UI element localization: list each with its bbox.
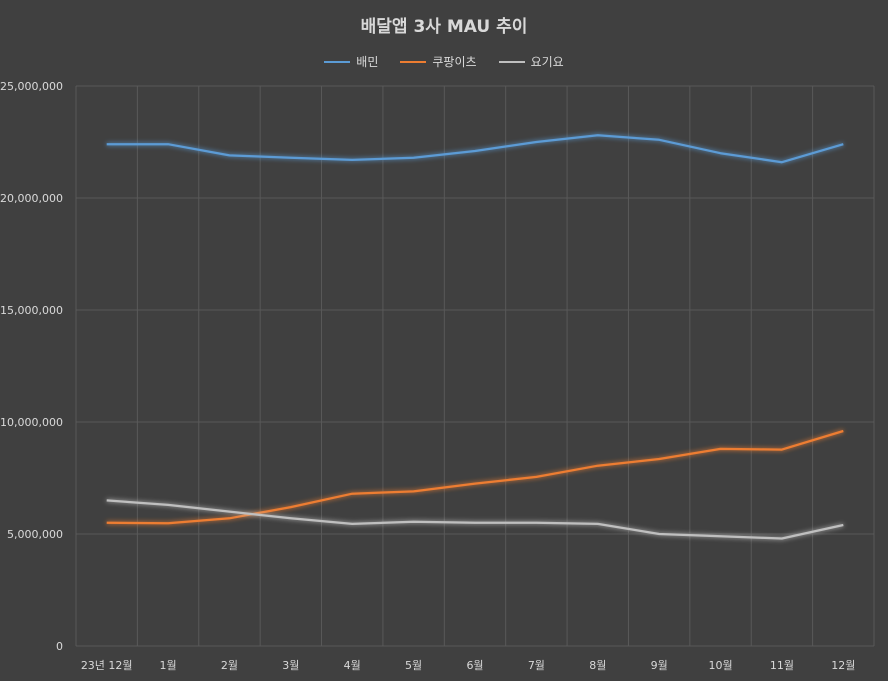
series-line-1	[106, 429, 844, 525]
y-tick-label: 5,000,000	[7, 528, 63, 541]
gridlines	[75, 85, 875, 647]
x-tick-label: 12월	[831, 659, 855, 672]
y-axis-ticks: 0 5,000,000 10,000,000 15,000,000 20,000,000…	[0, 80, 63, 653]
x-tick-label: 8월	[589, 659, 606, 672]
y-tick-label: 15,000,000	[0, 304, 63, 317]
legend-swatch-baemin	[324, 60, 351, 63]
x-tick-label: 5월	[405, 659, 422, 672]
x-tick-label: 10월	[708, 659, 732, 672]
legend-swatch-yogiyo	[498, 60, 525, 63]
legend-label-yogiyo: 요기요	[530, 55, 564, 69]
y-tick-label: 10,000,000	[0, 416, 63, 429]
y-tick-label: 0	[56, 640, 63, 653]
y-tick-label: 25,000,000	[0, 80, 63, 93]
legend-item-baemin: 배민	[324, 53, 378, 70]
x-tick-label: 11월	[770, 659, 794, 672]
x-tick-label: 3월	[282, 659, 299, 672]
legend: 배민 쿠팡이츠 요기요	[0, 53, 888, 70]
x-tick-label: 23년 12월	[81, 659, 133, 672]
x-tick-label: 4월	[344, 659, 361, 672]
x-tick-label: 2월	[221, 659, 238, 672]
series-line-2	[106, 499, 844, 540]
x-tick-label: 9월	[651, 659, 668, 672]
x-tick-label: 1월	[160, 659, 177, 672]
x-tick-label: 7월	[528, 659, 545, 672]
y-tick-label: 20,000,000	[0, 192, 63, 205]
legend-item-coupangeats: 쿠팡이츠	[400, 53, 477, 70]
legend-label-baemin: 배민	[356, 55, 379, 69]
legend-swatch-coupangeats	[400, 60, 427, 63]
legend-item-yogiyo: 요기요	[498, 53, 564, 70]
x-tick-label: 6월	[466, 659, 483, 672]
chart-title: 배달앱 3사 MAU 추이	[360, 17, 528, 37]
x-axis-ticks: 23년 12월 1월 2월 3월 4월 5월 6월 7월 8월 9월 10월 11월 12월	[81, 659, 856, 672]
series-lines	[106, 134, 844, 540]
series-line-0	[106, 134, 844, 164]
legend-label-coupangeats: 쿠팡이츠	[432, 55, 477, 69]
